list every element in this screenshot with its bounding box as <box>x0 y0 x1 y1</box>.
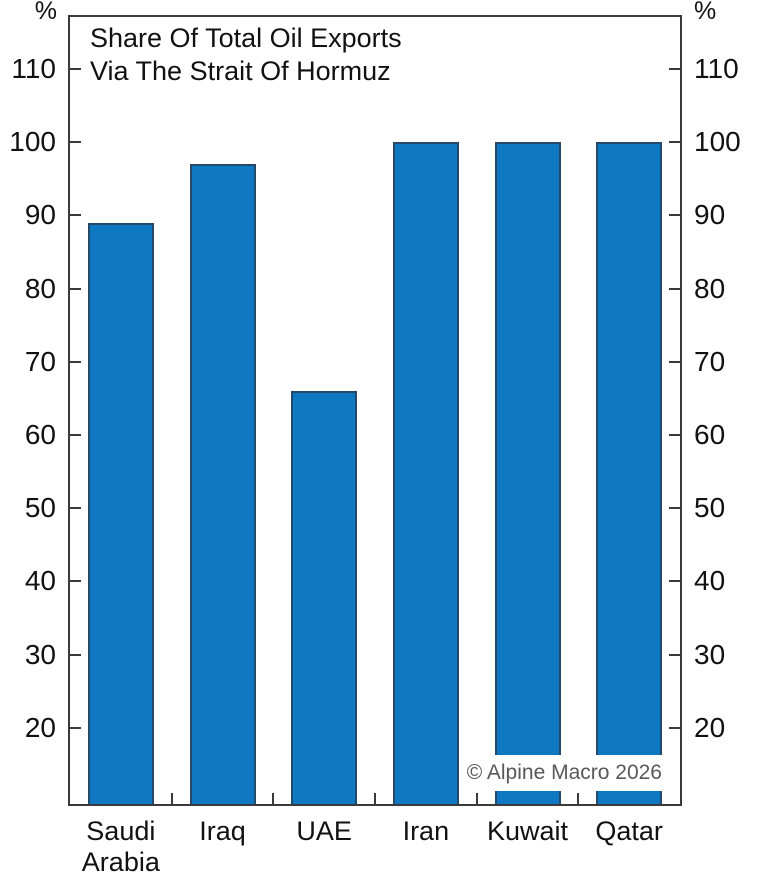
y-tick-left <box>70 141 81 144</box>
bar-uae <box>291 391 358 804</box>
x-tick <box>475 793 478 804</box>
x-label-line: Kuwait <box>486 816 569 846</box>
y-tick-label-right: 50 <box>694 492 726 524</box>
x-label-line: UAE <box>296 816 352 846</box>
bar-saudi-arabia <box>87 222 154 804</box>
y-tick-label-right: 70 <box>694 345 726 377</box>
y-tick-left <box>70 653 81 656</box>
y-tick-label-right: 80 <box>694 272 726 304</box>
y-tick-left <box>70 580 81 583</box>
y-tick-right <box>669 141 680 144</box>
chart-title-line-1: Share Of Total Oil Exports <box>90 23 402 53</box>
x-label-saudi-arabia: Saudi Arabia <box>51 816 191 878</box>
x-label-line: Arabia <box>81 847 160 877</box>
y-tick-right <box>669 580 680 583</box>
y-tick-left <box>70 434 81 437</box>
y-tick-label-left: 100 <box>9 126 56 158</box>
y-tick-label-left: 110 <box>11 52 56 84</box>
y-tick-right <box>669 214 680 217</box>
y-tick-left <box>70 214 81 217</box>
x-tick <box>374 793 376 804</box>
x-tick <box>170 793 173 804</box>
chart-title-line-2: Via The Strait Of Hormuz <box>90 56 391 86</box>
bar-qatar <box>596 142 663 804</box>
bar-iraq <box>189 164 256 804</box>
y-tick-label-right: 40 <box>694 565 726 597</box>
y-tick-label-left: 50 <box>24 492 56 524</box>
y-axis-unit-left: % <box>34 0 57 25</box>
y-tick-right <box>669 507 680 510</box>
bar-kuwait <box>494 142 561 804</box>
y-tick-right <box>669 726 680 729</box>
x-label-qatar: Qatar <box>559 816 699 847</box>
x-label-line: Qatar <box>595 816 663 846</box>
bar-iran <box>392 142 459 804</box>
y-tick-left <box>70 287 81 290</box>
y-tick-label-right: 90 <box>694 199 726 231</box>
y-tick-right <box>669 67 680 70</box>
x-label-uae: UAE <box>254 816 394 847</box>
y-tick-label-right: 100 <box>694 126 741 158</box>
y-tick-label-left: 20 <box>24 711 56 743</box>
x-label-iran: Iran <box>356 816 496 847</box>
y-tick-right <box>669 360 680 363</box>
y-tick-left <box>70 360 81 363</box>
y-tick-label-left: 90 <box>24 199 56 231</box>
watermark-label: © Alpine Macro 2026 <box>460 755 668 791</box>
y-tick-label-left: 30 <box>24 638 56 670</box>
x-label-line: Saudi <box>86 816 156 846</box>
x-label-line: Iraq <box>199 816 246 846</box>
y-tick-right <box>669 434 680 437</box>
y-tick-left <box>70 67 81 70</box>
chart-title: Share Of Total Oil Exports Via The Strai… <box>90 22 402 88</box>
y-axis-unit-right: % <box>694 0 717 25</box>
y-tick-label-left: 80 <box>24 272 56 304</box>
y-tick-label-left: 40 <box>24 565 56 597</box>
x-label-kuwait: Kuwait <box>458 816 598 847</box>
y-tick-label-left: 60 <box>24 419 56 451</box>
y-tick-label-left: 70 <box>24 345 56 377</box>
y-tick-right <box>669 653 680 656</box>
y-tick-left <box>70 507 81 510</box>
x-label-line: Iran <box>402 816 450 846</box>
x-label-iraq: Iraq <box>153 816 293 847</box>
x-tick <box>577 793 580 804</box>
y-tick-left <box>70 726 81 729</box>
y-tick-label-right: 30 <box>694 638 726 670</box>
y-tick-right <box>669 287 680 290</box>
plot-area <box>68 15 682 806</box>
y-tick-label-right: 110 <box>694 52 739 84</box>
y-tick-label-right: 60 <box>694 419 726 451</box>
x-tick <box>272 793 275 804</box>
y-tick-label-right: 20 <box>694 711 726 743</box>
